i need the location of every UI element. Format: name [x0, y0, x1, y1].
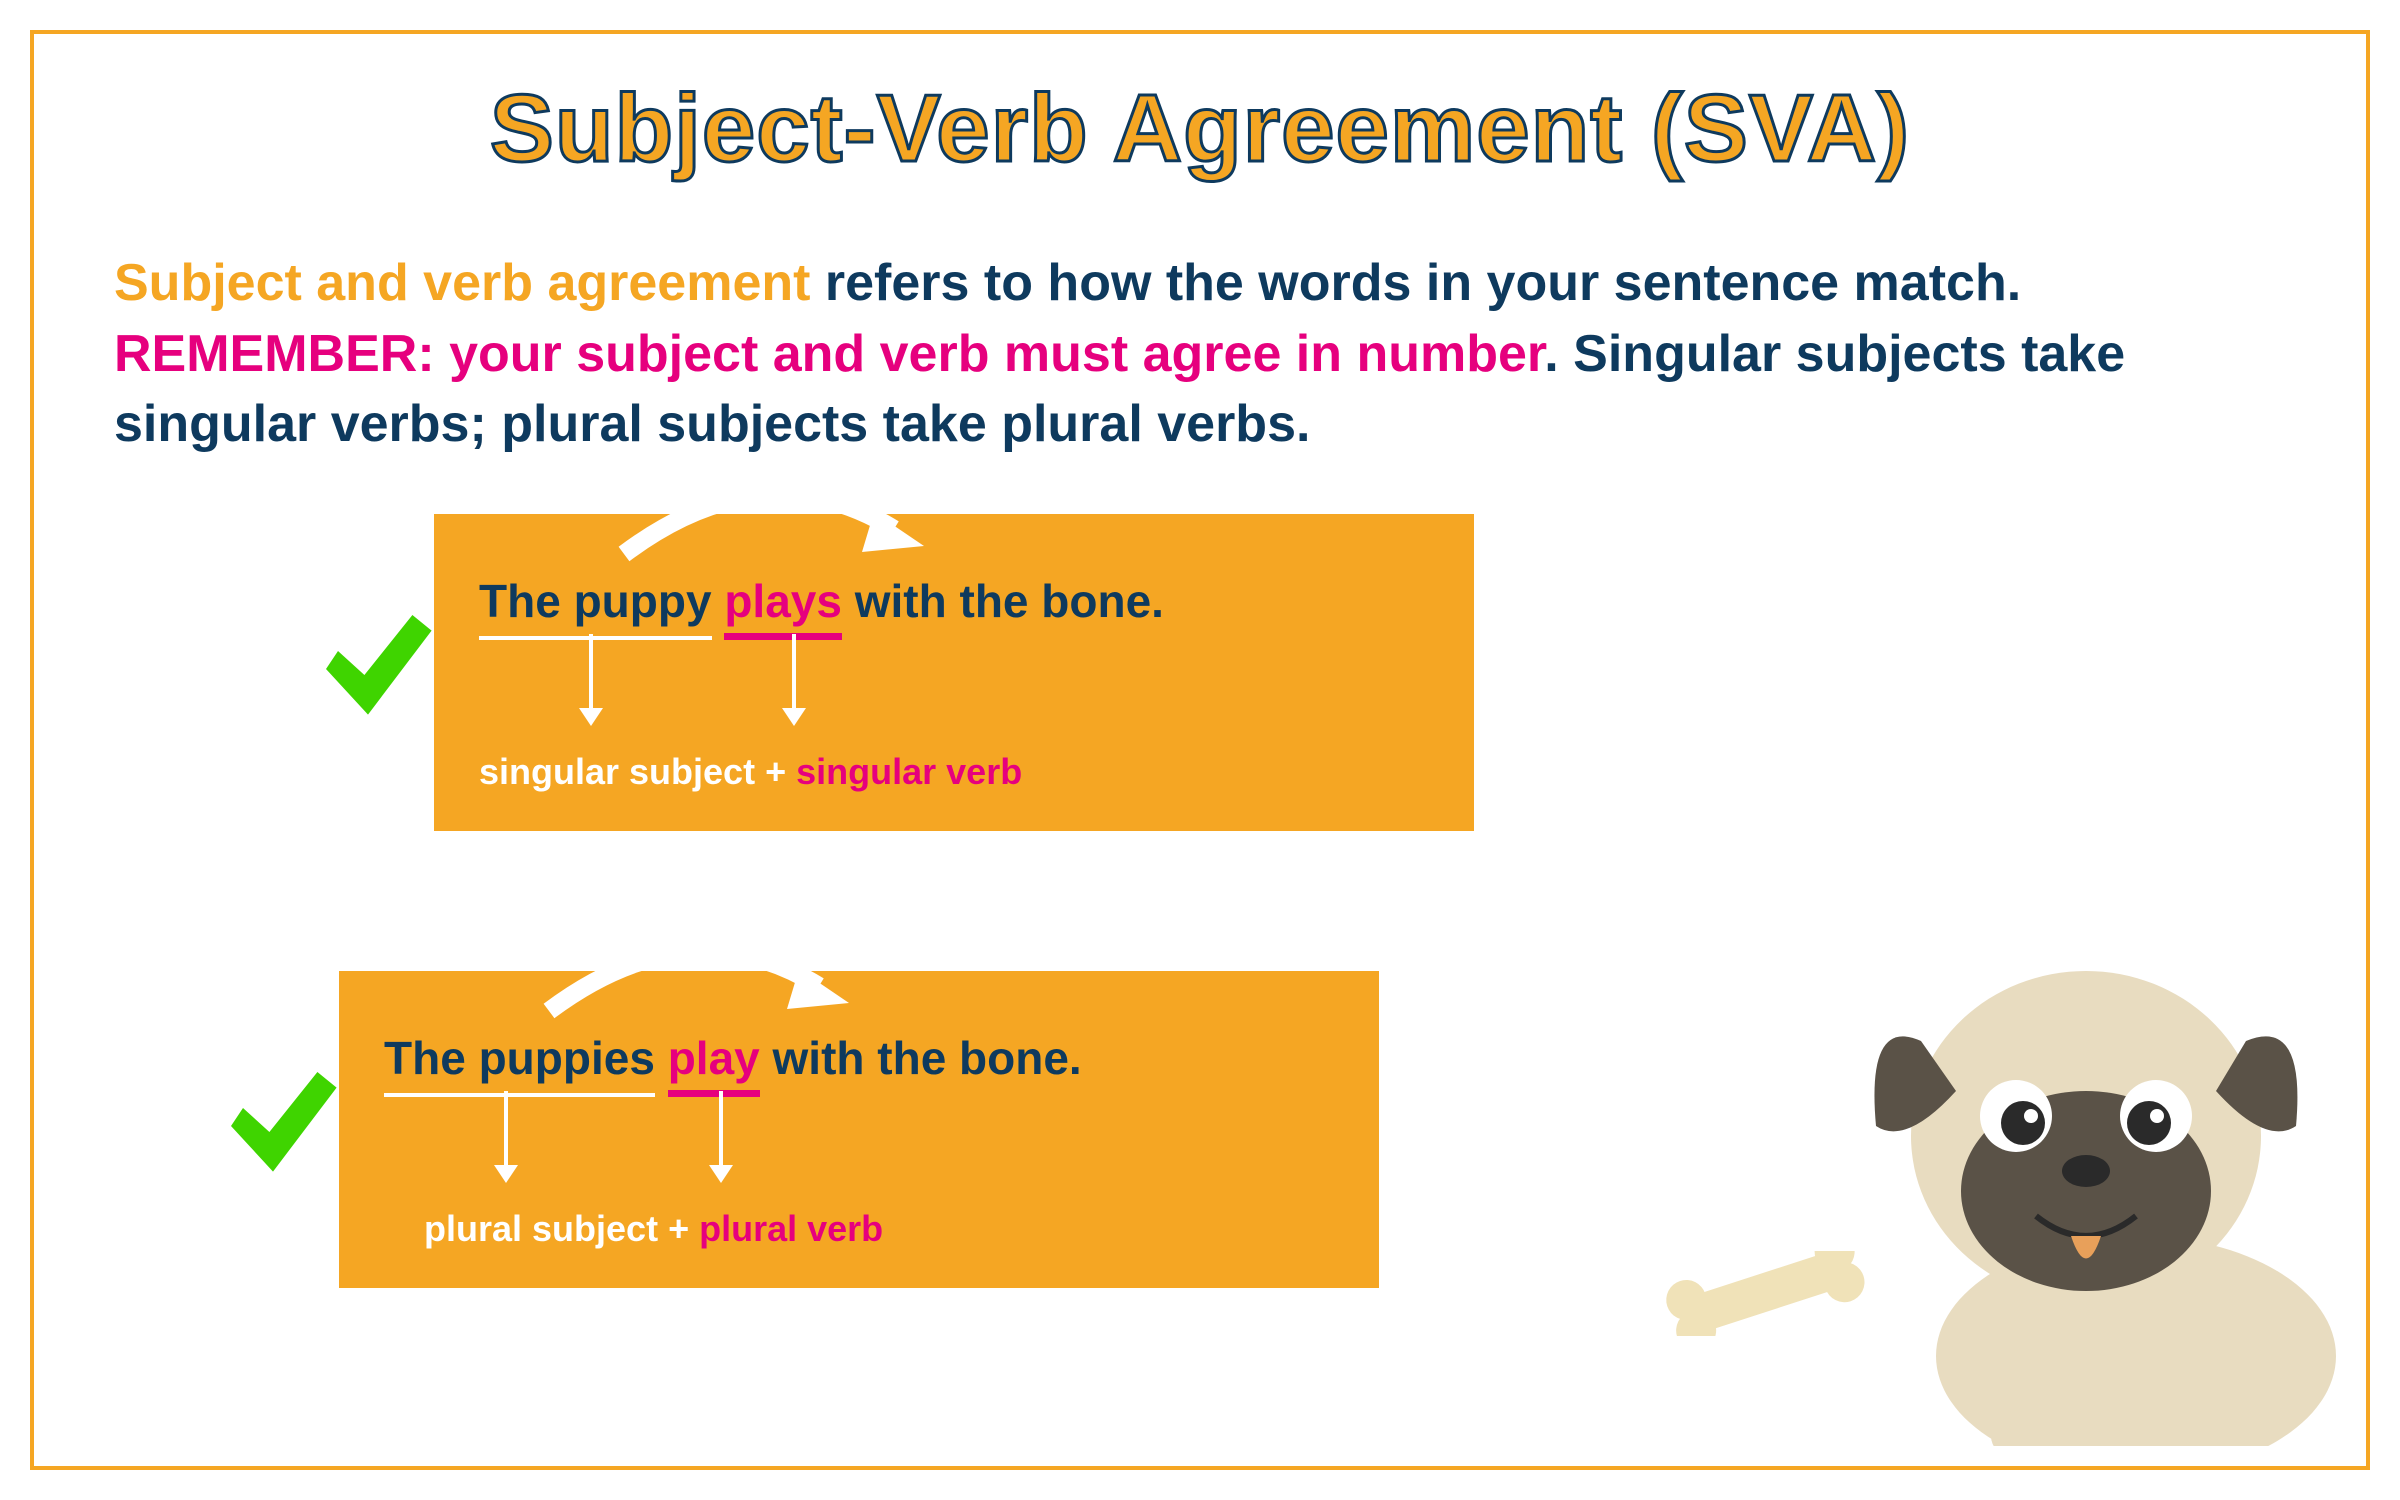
- main-frame: Subject-Verb Agreement (SVA) Subject and…: [30, 30, 2370, 1470]
- curve-arrow-icon: [604, 474, 944, 574]
- subject-phrase: The puppies: [384, 1031, 655, 1085]
- sentence-rest: with the bone.: [773, 1032, 1082, 1084]
- example-row-2: The puppies play with the bone. plural s…: [219, 971, 1379, 1288]
- example-labels-1: singular subject + singular verb: [479, 751, 1429, 793]
- sentence-2: The puppies play with the bone.: [384, 1031, 1334, 1085]
- intro-plain-1: refers to how the words in your sentence…: [810, 254, 2021, 312]
- example-box-2: The puppies play with the bone. plural s…: [339, 971, 1379, 1288]
- page-title: Subject-Verb Agreement (SVA): [34, 74, 2366, 184]
- subject-phrase: The puppy: [479, 574, 712, 628]
- checkmark-icon: [314, 609, 434, 729]
- checkmark-icon: [219, 1066, 339, 1186]
- verb-word: plays: [724, 574, 842, 628]
- sentence-rest: with the bone.: [855, 575, 1164, 627]
- verb-label: singular verb: [796, 751, 1022, 792]
- intro-highlight-1: Subject and verb agreement: [114, 254, 810, 312]
- intro-highlight-2: REMEMBER: your subject and verb must agr…: [114, 325, 1544, 383]
- arrow-down-icon: [494, 1091, 518, 1183]
- example-box-1: The puppy plays with the bone. singular …: [434, 514, 1474, 831]
- example-row-1: The puppy plays with the bone. singular …: [314, 514, 1474, 831]
- arrow-down-icon: [579, 634, 603, 726]
- pug-icon: [1826, 946, 2346, 1446]
- intro-text: Subject and verb agreement refers to how…: [114, 248, 2286, 459]
- example-labels-2: plural subject + plural verb: [384, 1208, 1334, 1250]
- arrow-down-icon: [782, 634, 806, 726]
- curve-arrow-icon: [529, 931, 869, 1031]
- verb-label: plural verb: [699, 1208, 883, 1249]
- subject-label: singular subject: [479, 751, 755, 792]
- subject-label: plural subject: [424, 1208, 658, 1249]
- verb-word: play: [668, 1031, 760, 1085]
- arrow-down-icon: [709, 1091, 733, 1183]
- sentence-1: The puppy plays with the bone.: [479, 574, 1429, 628]
